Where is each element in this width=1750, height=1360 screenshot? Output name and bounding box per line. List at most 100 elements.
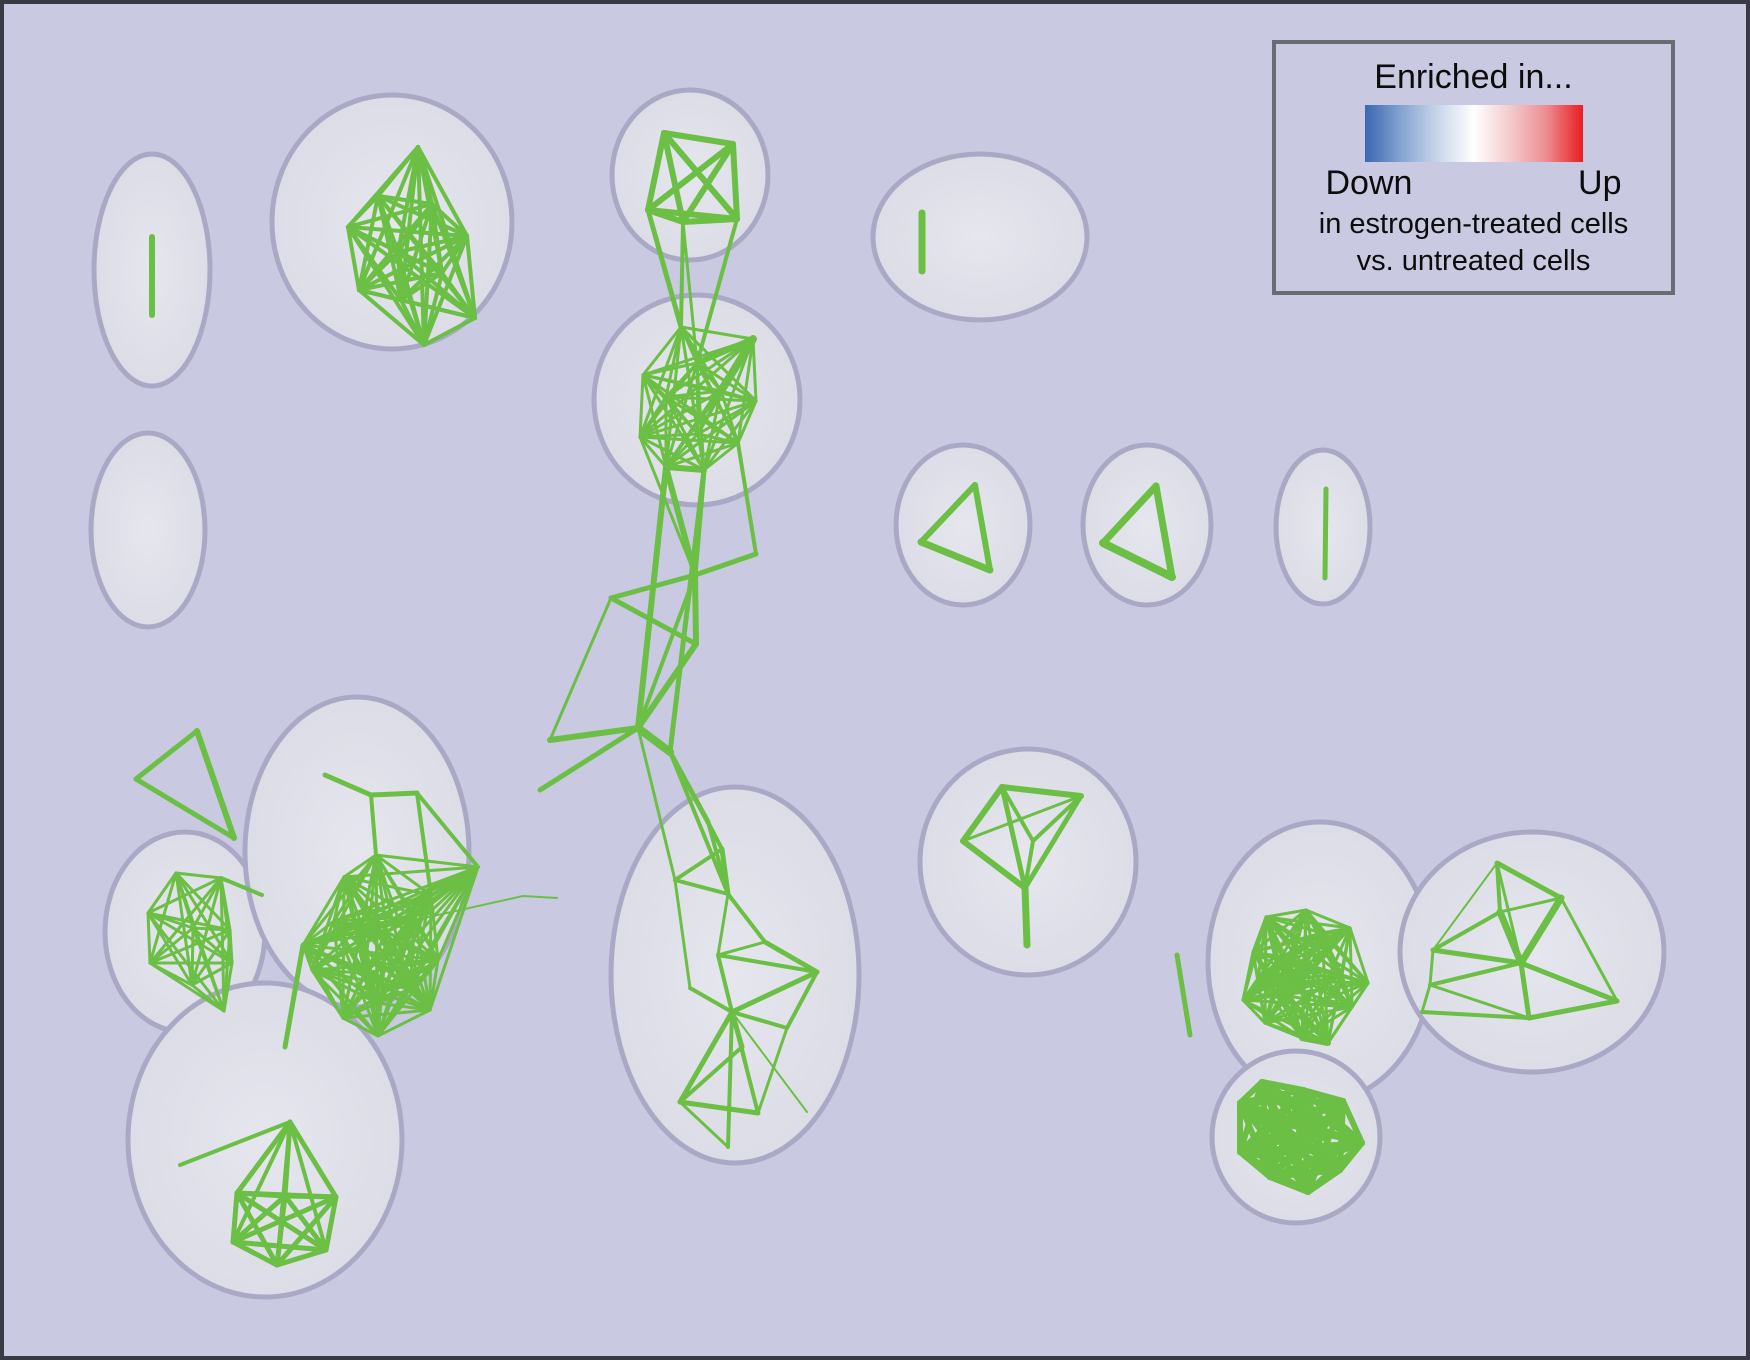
edge-translation (396, 234, 469, 254)
edge-cell-cycle (1256, 978, 1267, 1025)
edge-splicing (191, 876, 223, 930)
edge-dna-metabolism (961, 794, 1083, 843)
edge-rna-transport (751, 337, 758, 403)
edge-rna-transport (702, 337, 755, 472)
edge-rna-transport (664, 441, 740, 469)
edge-microtubule-cytoskeleton (1428, 961, 1523, 987)
edge-protein-sorting (661, 130, 686, 225)
edge-translation (346, 194, 380, 229)
edge-protein-sorting (661, 130, 736, 147)
legend-up-label: Up (1578, 164, 1622, 202)
edge-translation (430, 202, 477, 320)
edge-transcription (678, 1100, 730, 1149)
edge-rrna-processing (368, 790, 420, 798)
edge-central-hubs (635, 641, 699, 731)
edge-rrna-processing (522, 895, 558, 899)
edge-rna-transport (696, 432, 706, 472)
edge-dna-metabolism (1031, 794, 1083, 843)
edge-rrna-processing (332, 865, 480, 923)
edge-rna-transport (694, 336, 756, 366)
edge-rna-transport (664, 399, 758, 469)
edge-ubiquitin-degradation (1340, 1098, 1365, 1146)
edge-rna-transport (702, 399, 758, 472)
edge-rrna-processing (341, 915, 417, 1020)
edge-rrna-processing (428, 865, 480, 1012)
edge-mhc-ii-receptor (918, 482, 978, 545)
edge-rrna-processing (415, 791, 433, 897)
edge-rna-transport (717, 335, 757, 395)
edge-transcription (762, 939, 820, 975)
edge-rrna-processing (310, 915, 417, 972)
edge-dna-metabolism (1021, 884, 1031, 949)
edge-cell-cycle-hub (1174, 952, 1193, 1038)
edge-splicing (146, 911, 152, 965)
edge-rna-transport (663, 464, 707, 473)
edge-central-hubs-to-transcription (668, 750, 730, 896)
edge-microtubule-cytoskeleton (1431, 910, 1502, 952)
cluster-ellipse-lipid-transport (1273, 447, 1373, 607)
edge-cell-cycle (1241, 998, 1330, 1045)
edge-rrna-processing (322, 772, 374, 798)
edge-translation (346, 202, 434, 229)
edge-transcription (677, 1099, 761, 1116)
edge-transcription (716, 953, 819, 974)
edge-central-hubs (547, 725, 641, 743)
edge-microtubule-cytoskeleton (1498, 896, 1563, 914)
edge-rna-transport-to-central-hubs (736, 441, 758, 556)
edge-central-hubs (692, 551, 759, 578)
edge-protein-sorting (730, 141, 740, 222)
edge-central-hubs (548, 596, 613, 742)
edge-rna-transport (664, 395, 740, 445)
cluster-ellipse-microtubule-cytoskeleton (1397, 829, 1667, 1075)
legend-title: Enriched in... (1374, 58, 1573, 96)
edge-translation (399, 271, 444, 302)
edge-cell-cycle (1263, 993, 1285, 1025)
edge-splicing (190, 928, 232, 987)
edge-rrna-processing (301, 943, 380, 1038)
edge-trna-processing (282, 1193, 329, 1253)
network-edges (133, 130, 1620, 1268)
edge-rna-transport (638, 435, 706, 472)
edge-trna-processing (178, 1120, 292, 1167)
legend-subtitle-line2: vs. untreated cells (1356, 245, 1591, 277)
edge-translation (399, 298, 426, 347)
edge-microtubule-cytoskeleton (1420, 1010, 1531, 1020)
edge-translation (430, 202, 469, 238)
edge-rrna-processing (376, 915, 417, 1038)
edge-cell-cycle (1281, 993, 1354, 1009)
edge-rna-transport (641, 325, 683, 377)
legend-down-label: Down (1325, 164, 1413, 202)
edge-protein-sorting-to-rna-transport (695, 217, 739, 365)
edge-rrna-processing (301, 865, 480, 947)
edge-rrna-processing (413, 915, 440, 962)
edge-cell-cycle (1281, 973, 1344, 997)
edge-dna-metabolism (1022, 793, 1084, 891)
cluster-ellipse-nucleotide-metabolism (88, 430, 208, 630)
edge-rrna-processing (310, 968, 345, 1020)
edge-microtubule-cytoskeleton (1428, 983, 1531, 1020)
edge-ubiquitin-degradation (1237, 1098, 1346, 1155)
edge-trna-processing (234, 1119, 293, 1196)
edge-dna-metabolism (999, 784, 1028, 891)
edge-splicing-triangle (194, 728, 237, 841)
edge-rna-transport (664, 432, 700, 469)
edge-rrna-processing (375, 915, 417, 1005)
edge-splicing (146, 911, 232, 932)
edge-ubiquitin-degradation (1267, 1150, 1300, 1180)
edge-splicing (146, 911, 234, 965)
edge-protein-sorting-to-rna-transport (679, 220, 685, 329)
edge-rrna-processing (376, 865, 480, 1038)
edge-rrna-processing (332, 915, 417, 923)
edge-microtubule-cytoskeleton (1518, 960, 1532, 1021)
edge-transcription (673, 878, 692, 990)
edge-dna-metabolism (960, 838, 1028, 891)
edge-rna-transport (638, 389, 723, 439)
edge-rna-transport (638, 435, 668, 469)
edge-rrna-processing (376, 1008, 432, 1038)
edge-trna-processing (288, 1120, 328, 1252)
edge-microtubule-cytoskeleton (1526, 998, 1620, 1021)
edge-dna-metabolism (1023, 839, 1035, 890)
edge-rrna-processing (375, 1001, 432, 1012)
edge-translation (357, 250, 400, 292)
